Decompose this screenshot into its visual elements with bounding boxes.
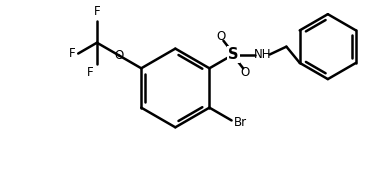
Text: F: F <box>69 47 75 60</box>
Text: O: O <box>240 66 250 79</box>
Text: O: O <box>217 30 226 43</box>
Text: S: S <box>228 47 238 62</box>
Text: F: F <box>94 5 100 18</box>
FancyBboxPatch shape <box>229 50 238 60</box>
Text: F: F <box>87 66 94 79</box>
Text: O: O <box>114 49 124 62</box>
Text: NH: NH <box>254 48 272 61</box>
Text: Br: Br <box>234 116 247 129</box>
